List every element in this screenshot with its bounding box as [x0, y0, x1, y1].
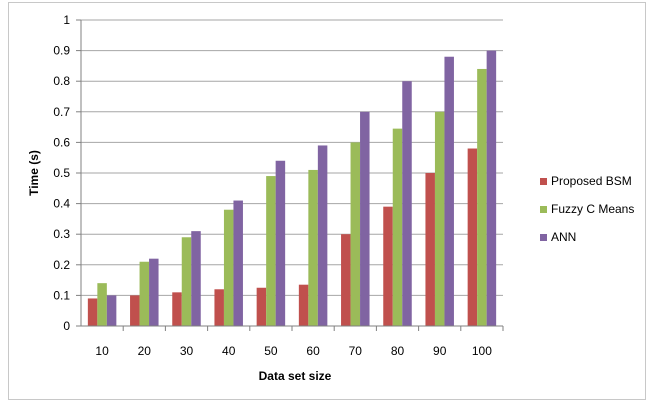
- x-tick-label: 50: [264, 344, 278, 358]
- bar-ann: [149, 258, 159, 326]
- bar-ann: [233, 200, 243, 326]
- legend-label: ANN: [551, 230, 576, 244]
- bar-proposed-bsm: [172, 292, 182, 326]
- x-tick-label: 30: [180, 344, 194, 358]
- legend-label: Fuzzy C Means: [551, 202, 634, 216]
- y-tick-label: 0.3: [53, 227, 70, 241]
- bar-proposed-bsm: [425, 173, 435, 326]
- legend-swatch: [540, 178, 547, 185]
- bar-proposed-bsm: [214, 289, 224, 326]
- x-tick-label: 20: [138, 344, 152, 358]
- y-tick-label: 0.4: [53, 197, 70, 211]
- bar-ann: [360, 111, 370, 326]
- y-tick-label: 0.6: [53, 135, 70, 149]
- x-tick-label: 60: [306, 344, 320, 358]
- bar-ann: [106, 295, 117, 326]
- legend: Proposed BSM Fuzzy C Means ANN: [540, 174, 634, 244]
- axes: [80, 20, 504, 331]
- bars: [87, 50, 497, 327]
- y-tick-label: 0.5: [53, 166, 70, 180]
- x-tick-label: 10: [95, 344, 109, 358]
- y-tick-label: 1: [63, 13, 70, 27]
- bar-fuzzy-c-means: [308, 169, 318, 326]
- y-tick-label: 0.2: [53, 258, 70, 272]
- bar-proposed-bsm: [130, 295, 140, 326]
- legend-swatch: [540, 206, 547, 213]
- y-axis-title: Time (s): [27, 150, 41, 196]
- y-tick-label: 0.7: [53, 105, 70, 119]
- bar-ann: [191, 231, 201, 326]
- y-tick-label: 0: [63, 319, 70, 333]
- y-tick-label: 0.9: [53, 44, 70, 58]
- x-tick-labels: 10 20 30 40 50 60 70 80 90 100: [95, 344, 492, 358]
- bar-fuzzy-c-means: [97, 283, 107, 326]
- x-tick-label: 90: [433, 344, 447, 358]
- bar-proposed-bsm: [298, 284, 309, 326]
- bar-fuzzy-c-means: [477, 68, 487, 327]
- bar-fuzzy-c-means: [350, 142, 361, 326]
- x-tick-label: 40: [222, 344, 236, 358]
- bar-fuzzy-c-means: [392, 128, 403, 326]
- x-tick-label: 100: [472, 344, 492, 358]
- bar-ann: [444, 56, 454, 326]
- bar-fuzzy-c-means: [223, 209, 234, 326]
- bar-ann: [402, 81, 412, 326]
- y-tick-label: 0.8: [53, 74, 70, 88]
- bar-proposed-bsm: [341, 234, 351, 326]
- bar-fuzzy-c-means: [139, 261, 150, 326]
- y-tick-labels: 0 0.1 0.2 0.3 0.4 0.5 0.6 0.7 0.8 0.9 1: [53, 13, 70, 333]
- bar-ann: [486, 50, 497, 326]
- bar-proposed-bsm: [256, 287, 267, 326]
- y-tick-label: 0.1: [53, 288, 70, 302]
- bar-ann: [317, 145, 328, 326]
- legend-label: Proposed BSM: [551, 174, 632, 188]
- bar-proposed-bsm: [467, 148, 478, 326]
- bar-proposed-bsm: [87, 298, 98, 326]
- x-tick-label: 70: [349, 344, 363, 358]
- x-tick-label: 80: [391, 344, 405, 358]
- bar-fuzzy-c-means: [434, 111, 445, 326]
- bar-fuzzy-c-means: [181, 237, 192, 326]
- bar-proposed-bsm: [383, 206, 393, 326]
- bar-fuzzy-c-means: [266, 176, 276, 326]
- x-axis-title: Data set size: [259, 369, 332, 383]
- legend-swatch: [540, 234, 547, 241]
- bar-ann: [275, 160, 286, 326]
